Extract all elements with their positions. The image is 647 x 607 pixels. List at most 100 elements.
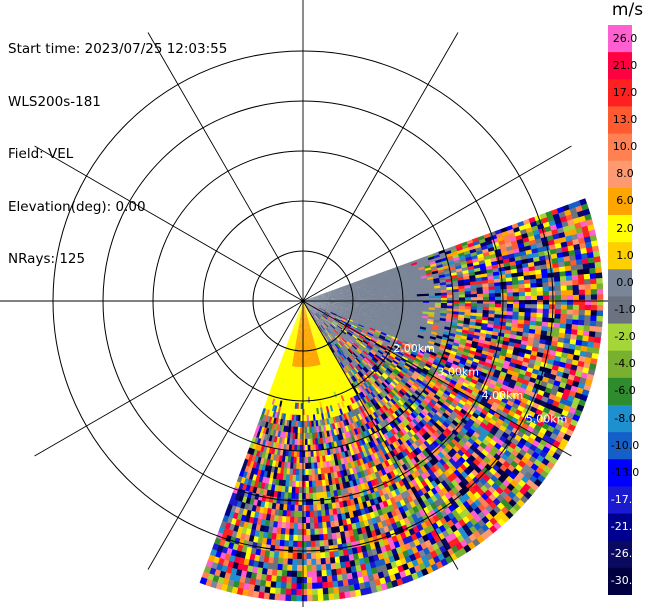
velocity-gate: [578, 289, 586, 296]
velocity-gate: [572, 284, 580, 291]
velocity-gate: [493, 275, 501, 280]
velocity-gate: [510, 264, 517, 271]
velocity-gate: [381, 302, 388, 304]
velocity-gate: [435, 259, 442, 264]
velocity-gate: [530, 295, 538, 301]
velocity-gate: [509, 261, 517, 267]
velocity-gate: [583, 268, 591, 275]
velocity-gate: [385, 282, 392, 286]
velocity-gate: [422, 293, 430, 297]
velocity-gate: [314, 297, 322, 300]
velocity-gate: [392, 290, 399, 293]
velocity-gate: [362, 289, 369, 293]
velocity-gate: [410, 288, 417, 291]
velocity-gate: [554, 285, 562, 292]
velocity-gate: [529, 270, 536, 276]
velocity-gate: [458, 303, 466, 307]
velocity-gate: [570, 264, 578, 272]
velocity-gate: [321, 301, 328, 303]
velocity-gate: [566, 309, 574, 316]
velocity-gate: [518, 311, 525, 317]
velocity-gate: [360, 280, 367, 284]
velocity-gate: [577, 274, 585, 281]
velocity-gate: [344, 291, 351, 294]
velocity-gate: [427, 253, 434, 259]
velocity-gate: [325, 291, 332, 295]
velocity-gate: [303, 299, 310, 301]
velocity-gate: [572, 314, 579, 321]
velocity-gate: [331, 289, 338, 293]
velocity-gate: [416, 260, 424, 265]
velocity-gate: [398, 291, 405, 294]
velocity-gate: [590, 283, 598, 291]
velocity-gate: [363, 298, 370, 300]
velocity-gate: [360, 281, 367, 285]
velocity-gate: [488, 313, 495, 319]
velocity-gate: [530, 312, 537, 318]
velocity-gate: [518, 288, 526, 293]
velocity-gate: [376, 273, 384, 278]
velocity-gate: [430, 263, 437, 268]
velocity-gate: [515, 260, 523, 266]
velocity-gate: [512, 303, 520, 309]
velocity-gate: [469, 281, 477, 286]
velocity-gate: [326, 297, 334, 299]
velocity-gate: [349, 287, 356, 290]
velocity-gate: [394, 271, 402, 275]
velocity-gate: [377, 276, 385, 280]
velocity-gate: [428, 286, 435, 290]
velocity-gate: [518, 279, 525, 285]
velocity-gate: [510, 268, 518, 275]
velocity-gate: [393, 298, 400, 301]
velocity-gate: [320, 297, 328, 299]
velocity-gate: [354, 283, 362, 287]
velocity-gate: [434, 292, 442, 296]
velocity-gate: [406, 269, 414, 274]
velocity-gate: [416, 308, 423, 312]
velocity-gate: [422, 258, 429, 263]
velocity-gate: [566, 290, 574, 296]
velocity-gate: [584, 315, 591, 322]
velocity-gate: [470, 284, 477, 289]
velocity-gate: [464, 294, 472, 298]
velocity-gate: [349, 288, 356, 291]
velocity-gate: [554, 290, 562, 296]
velocity-gate: [366, 281, 373, 285]
velocity-gate: [452, 311, 459, 315]
velocity-gate: [320, 298, 328, 300]
velocity-gate: [464, 309, 472, 313]
velocity-gate: [554, 281, 561, 287]
velocity-gate: [550, 253, 558, 260]
velocity-gate: [570, 259, 577, 267]
velocity-gate: [415, 257, 423, 263]
velocity-gate: [481, 276, 489, 282]
velocity-gate: [540, 264, 548, 271]
velocity-gate: [564, 260, 572, 268]
velocity-gate: [571, 269, 579, 277]
velocity-gate: [386, 297, 394, 300]
velocity-gate: [410, 294, 418, 297]
velocity-gate: [554, 295, 562, 301]
velocity-gate: [572, 309, 580, 316]
velocity-gate: [393, 266, 400, 270]
velocity-gate: [308, 296, 315, 300]
velocity-gate: [506, 292, 514, 297]
velocity-gate: [416, 306, 424, 310]
velocity-gate: [320, 293, 327, 296]
velocity-gate: [362, 295, 370, 298]
velocity-gate: [552, 267, 560, 274]
velocity-gate: [356, 304, 364, 307]
velocity-gate: [584, 289, 592, 296]
velocity-gate: [483, 296, 490, 301]
velocity-gate: [487, 275, 495, 281]
velocity-gate: [314, 297, 321, 299]
velocity-gate: [435, 261, 443, 267]
velocity-gate: [476, 303, 484, 308]
velocity-gate: [489, 296, 496, 301]
velocity-gate: [434, 256, 442, 262]
velocity-gate: [386, 306, 394, 309]
velocity-gate: [428, 309, 435, 313]
velocity-gate: [524, 312, 531, 318]
velocity-gate: [475, 277, 483, 282]
velocity-gate: [451, 251, 459, 257]
